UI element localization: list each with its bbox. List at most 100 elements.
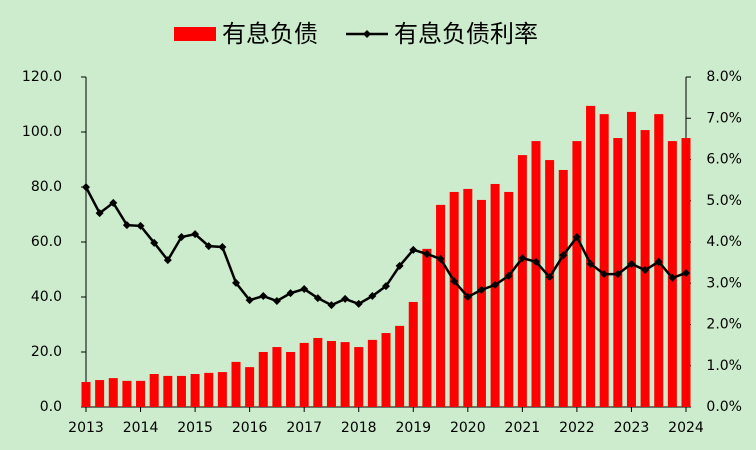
bar (176, 375, 186, 407)
marker (204, 242, 213, 251)
y2-tick-label: 2.0% (706, 317, 742, 333)
bar (504, 191, 514, 407)
bar (149, 374, 159, 407)
marker (232, 278, 240, 287)
marker (272, 296, 281, 305)
y2-tick-label: 7.0% (706, 110, 742, 126)
marker (436, 254, 445, 263)
x-tick-label: 2022 (559, 420, 595, 436)
y-tick-label: 0.0 (40, 399, 62, 415)
y-tick-label: 20.0 (31, 344, 62, 360)
bar (190, 374, 200, 407)
marker (341, 294, 350, 303)
marker (613, 270, 622, 279)
marker (559, 251, 568, 260)
y-tick-label: 60.0 (31, 234, 62, 250)
marker (313, 294, 322, 303)
bar (326, 341, 336, 407)
bar (354, 347, 364, 407)
x-tick-label: 2016 (232, 420, 268, 436)
marker (477, 285, 486, 294)
marker (627, 259, 636, 268)
marker (395, 261, 404, 270)
legend-swatch (174, 27, 216, 41)
bar (599, 114, 609, 407)
marker (641, 266, 650, 275)
x-tick-label: 2017 (286, 420, 322, 436)
x-tick-label: 2013 (68, 420, 104, 436)
marker (300, 285, 309, 294)
y2-tick-label: 5.0% (706, 193, 742, 209)
marker (82, 183, 90, 192)
bar (122, 380, 132, 407)
marker (368, 292, 377, 301)
x-tick-label: 2023 (614, 420, 650, 436)
bar (286, 352, 296, 407)
x-tick-label: 2020 (450, 420, 486, 436)
marker (95, 209, 104, 218)
marker (463, 292, 472, 301)
marker (545, 273, 554, 282)
marker (682, 268, 690, 277)
x-tick-label: 2019 (395, 420, 431, 436)
y-tick-label: 100.0 (22, 124, 62, 140)
x-tick-label: 2024 (668, 420, 704, 436)
bar (395, 325, 405, 407)
marker (409, 245, 418, 254)
marker (450, 277, 459, 286)
y2-tick-label: 4.0% (706, 234, 742, 250)
bar (245, 367, 255, 407)
bar (586, 105, 596, 407)
x-tick-label: 2015 (177, 420, 213, 436)
bar (449, 191, 459, 407)
marker (327, 301, 336, 310)
y-tick-label: 120.0 (22, 69, 62, 85)
marker (177, 233, 186, 242)
y2-tick-label: 0.0% (706, 399, 742, 415)
y2-tick-label: 6.0% (706, 152, 742, 168)
marker (654, 257, 663, 266)
x-tick-label: 2018 (341, 420, 377, 436)
bar (313, 337, 323, 407)
bar (490, 183, 500, 407)
marker (382, 282, 390, 291)
marker (572, 233, 581, 242)
bar (531, 141, 541, 407)
marker (136, 221, 145, 230)
bar (422, 248, 432, 407)
bar (517, 155, 527, 407)
marker (354, 299, 363, 308)
marker (504, 271, 513, 280)
bar (204, 372, 214, 407)
legend-marker (363, 30, 371, 38)
x-tick-label: 2021 (505, 420, 541, 436)
y2-tick-label: 3.0% (706, 275, 742, 291)
marker (109, 198, 118, 207)
bar (136, 380, 146, 407)
bar (476, 199, 486, 407)
legend-label: 有息负债 (222, 20, 318, 48)
bar (217, 372, 227, 407)
bar (163, 375, 173, 407)
bar (81, 381, 91, 407)
marker (245, 296, 254, 305)
bar (299, 342, 309, 407)
marker (600, 270, 609, 279)
marker (286, 289, 295, 298)
bar (258, 352, 268, 407)
marker (122, 221, 131, 230)
x-tick-label: 2014 (123, 420, 159, 436)
marker (191, 230, 200, 239)
bar (231, 361, 241, 407)
bar (436, 204, 446, 407)
bar (108, 378, 118, 407)
marker (491, 280, 500, 289)
marker (259, 292, 268, 301)
bar (572, 141, 582, 407)
marker (163, 256, 172, 265)
bar (558, 169, 568, 407)
y2-tick-label: 8.0% (706, 69, 742, 85)
bar (367, 339, 377, 407)
y-tick-label: 40.0 (31, 289, 62, 305)
marker (422, 249, 431, 258)
